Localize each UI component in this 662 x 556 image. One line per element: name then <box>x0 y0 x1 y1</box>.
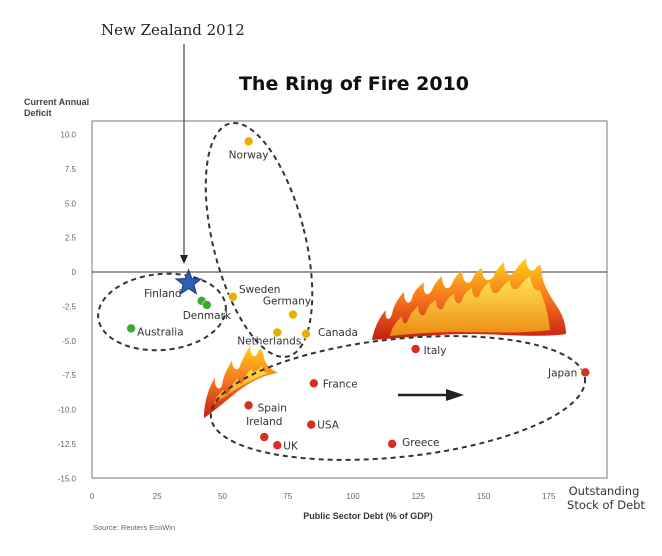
point-norway <box>243 136 254 147</box>
point-canada <box>301 329 311 339</box>
point-sweden <box>228 291 238 302</box>
y-tick-labels: 10.0 7.5 5.0 2.5 0 -2.5 -5.0 -7.5 -10.0 -12.5 -15.… <box>58 131 77 484</box>
point-spain <box>243 400 254 411</box>
x-tick-label: 100 <box>346 492 360 501</box>
x-tick-labels: 0 25 50 75 100 125 150 175 <box>90 492 556 501</box>
point-usa <box>306 419 317 430</box>
point-label-germany: Germany <box>263 296 311 308</box>
x-axis-label: Public Sector Debt (% of GDP) <box>303 511 433 521</box>
annotation-new-zealand-2012: New Zealand 2012 <box>101 21 245 39</box>
x-tick-label: 0 <box>90 492 95 501</box>
y-tick-label: -10.0 <box>58 406 77 415</box>
x-tick-label: 175 <box>542 492 556 501</box>
point-label-sweden: Sweden <box>239 284 281 296</box>
point-label-usa: USA <box>317 420 340 432</box>
y-tick-label: -2.5 <box>62 302 76 311</box>
ring-green <box>97 272 227 352</box>
point-label-france: France <box>323 378 358 390</box>
point-netherlands <box>272 327 283 338</box>
y-tick-label: 0 <box>72 268 77 277</box>
point-label-ireland: Ireland <box>246 416 282 428</box>
chart-title: The Ring of Fire 2010 <box>239 73 469 95</box>
point-label-australia: Australia <box>137 326 183 338</box>
point-label-netherlands: Netherlands <box>237 336 301 348</box>
x-tick-label: 150 <box>477 492 491 501</box>
y-tick-label: -7.5 <box>62 371 76 380</box>
point-label-greece: Greece <box>402 437 439 449</box>
point-germany <box>288 309 298 320</box>
point-label-norway: Norway <box>229 149 269 161</box>
point-label-denmark: Denmark <box>183 310 232 322</box>
y-tick-label: 5.0 <box>65 199 77 208</box>
plot-frame <box>91 120 608 479</box>
point-label-canada: Canada <box>318 327 358 339</box>
ring-red <box>209 335 587 461</box>
point-greece <box>387 439 397 449</box>
x-tick-label: 75 <box>283 492 292 501</box>
data-points <box>126 136 591 451</box>
x-axis-label-right-line1: Outstanding <box>569 484 640 498</box>
trend-arrow <box>398 389 464 401</box>
point-label-japan: Japan <box>547 367 577 379</box>
x-tick-label: 50 <box>218 492 227 501</box>
ring-yellow <box>204 122 314 358</box>
y-tick-label: 10.0 <box>60 131 76 140</box>
flames-top <box>372 258 566 340</box>
point-france <box>309 378 319 389</box>
y-tick-label: 2.5 <box>65 234 77 243</box>
x-tick-label: 25 <box>153 492 162 501</box>
flames-left <box>204 345 278 418</box>
point-australia <box>126 323 136 334</box>
point-uk <box>272 440 283 451</box>
star-icon <box>174 268 203 295</box>
annotation-arrowhead <box>180 255 188 264</box>
point-label-spain: Spain <box>258 402 287 414</box>
y-axis-label-line1: Current Annual <box>24 97 89 107</box>
y-axis-label-line2: Deficit <box>24 108 52 118</box>
dashed-rings <box>97 122 587 461</box>
point-label-italy: Italy <box>424 345 447 357</box>
point-japan <box>580 367 591 378</box>
star-marker-group <box>174 268 203 295</box>
point-denmark <box>202 300 212 310</box>
y-tick-label: -15.0 <box>58 474 77 483</box>
x-tick-label: 125 <box>412 492 426 501</box>
point-label-uk: UK <box>283 440 299 452</box>
x-axis-label-right-line2: Stock of Debt <box>567 498 645 512</box>
y-tick-label: 7.5 <box>65 165 77 174</box>
source-note: Source: Reuters EcoWin <box>93 523 175 532</box>
point-ireland <box>259 432 270 442</box>
y-tick-label: -12.5 <box>58 440 77 449</box>
y-tick-label: -5.0 <box>62 337 76 346</box>
point-label-finland: Finland <box>144 288 182 300</box>
point-italy <box>410 344 421 354</box>
